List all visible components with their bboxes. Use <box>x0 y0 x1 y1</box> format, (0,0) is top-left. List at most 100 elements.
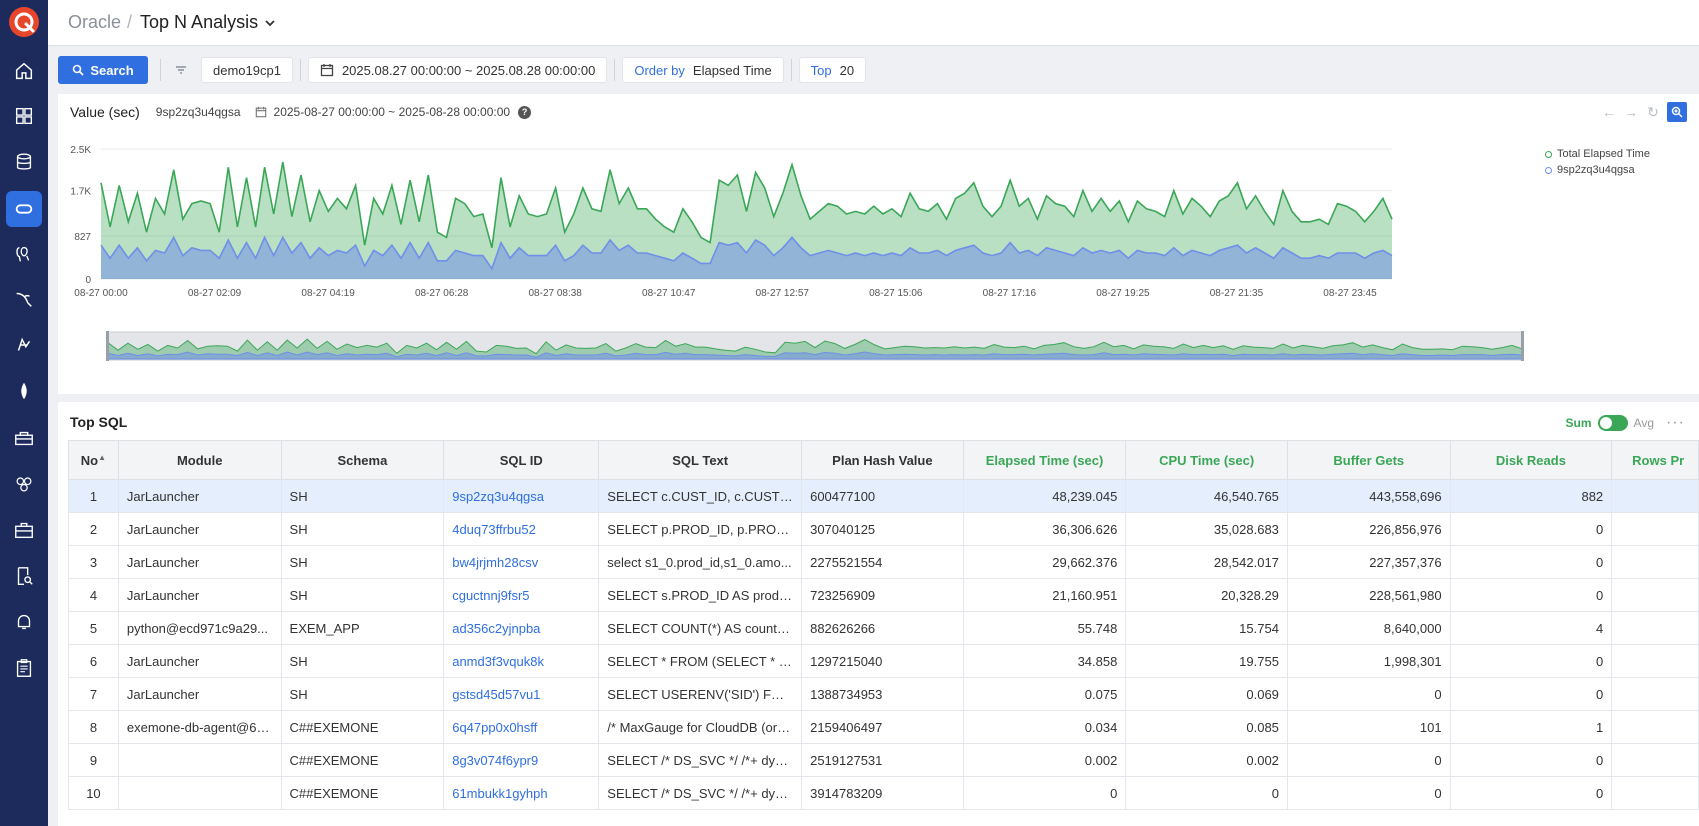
area-chart[interactable]: 0 827 1.7K 2.5K 08-27 00:00 08-27 02:09 08-27 … <box>58 134 1518 314</box>
filter-icon[interactable] <box>173 62 189 78</box>
cpu-time-cell: 20,328.29 <box>1125 578 1288 612</box>
plan-hash-cell: 2275521554 <box>801 545 964 579</box>
column-header-no[interactable]: No▲ <box>68 440 119 480</box>
navigator-left-handle[interactable] <box>106 331 109 361</box>
sidebar-item-toolbox[interactable] <box>6 420 42 456</box>
database-icon <box>16 153 32 170</box>
sidebar-item-dashboard-grid[interactable] <box>6 98 42 134</box>
x-tick-label: 08-27 02:09 <box>188 288 242 299</box>
schema-cell: C##EXEMONE <box>280 743 445 777</box>
sql-id-link[interactable]: cguctnnj9fsr5 <box>443 578 600 612</box>
table-row[interactable]: 1 JarLauncher SH 9sp2zq3u4qgsa SELECT c.CUST… <box>68 479 1699 513</box>
column-header-sql-text[interactable]: SQL Text <box>598 440 803 480</box>
column-header-buffer-gets[interactable]: Buffer Gets <box>1286 440 1451 480</box>
sql-id-link[interactable]: 9sp2zq3u4qgsa <box>443 479 600 513</box>
order-by-selector[interactable]: Order by Elapsed Time <box>622 57 784 83</box>
row-number: 6 <box>68 644 119 678</box>
mongodb-icon <box>21 382 27 400</box>
instance-selector[interactable]: demo19cp1 <box>201 57 293 83</box>
more-icon[interactable]: ··· <box>1666 414 1685 431</box>
sql-id-link[interactable]: 6q47pp0x0hsff <box>443 710 600 744</box>
table-row[interactable]: 2 JarLauncher SH 4duq73ffrbu52 SELECT p.PROD… <box>68 512 1699 546</box>
chevron-down-icon[interactable] <box>264 17 276 29</box>
sidebar-item-database[interactable] <box>6 144 42 180</box>
column-header-elapsed[interactable]: Elapsed Time (sec) <box>962 440 1127 480</box>
table-row[interactable]: 5 python@ecd971c9a29... EXEM_APP ad356c2yjn… <box>68 611 1699 645</box>
sidebar-item-postgres[interactable] <box>6 236 42 272</box>
column-header-sql-id[interactable]: SQL ID <box>443 440 600 480</box>
sql-id-link[interactable]: 4duq73ffrbu52 <box>443 512 600 546</box>
arrow-left-icon[interactable]: ← <box>1602 104 1616 120</box>
sidebar-item-bell[interactable] <box>6 604 42 640</box>
legend-label: Total Elapsed Time <box>1557 148 1650 160</box>
table-row[interactable]: 9 C##EXEMONE 8g3v074f6ypr9 SELECT /* DS_SVC… <box>68 743 1699 777</box>
page-title[interactable]: Top N Analysis <box>140 12 259 32</box>
column-header-module[interactable]: Module <box>117 440 282 480</box>
search-button[interactable]: Search <box>58 56 148 84</box>
range-navigator[interactable] <box>106 331 1524 363</box>
column-header-plan-hash[interactable]: Plan Hash Value <box>801 440 964 480</box>
rows-processed-cell <box>1611 479 1699 513</box>
legend-dot <box>1545 150 1552 158</box>
sql-id-link[interactable]: 61mbukk1gyhph <box>443 776 600 810</box>
legend-item-sql-id[interactable]: 9sp2zq3u4qgsa <box>1545 162 1650 178</box>
arrow-right-icon[interactable]: → <box>1624 104 1638 120</box>
series-line-sql-id[interactable] <box>100 235 1393 271</box>
sum-avg-toggle[interactable] <box>1597 415 1628 431</box>
table-row[interactable]: 7 JarLauncher SH gstsd45d57vu1 SELECT USEREN… <box>68 677 1699 711</box>
y-tick-label: 1.7K <box>70 187 91 198</box>
row-number: 8 <box>68 710 119 744</box>
cpu-time-cell: 15.754 <box>1125 611 1288 645</box>
zoom-icon[interactable] <box>1667 102 1687 122</box>
elapsed-time-cell: 0.034 <box>962 710 1127 744</box>
refresh-icon[interactable]: ↻ <box>1647 103 1659 120</box>
app-logo-icon[interactable] <box>8 6 40 38</box>
sidebar-item-briefcase[interactable] <box>6 512 42 548</box>
column-header-rows-processed[interactable]: Rows Pr <box>1611 440 1699 480</box>
sidebar-item-mysql[interactable] <box>6 281 42 317</box>
navigator-right-handle[interactable] <box>1521 331 1524 361</box>
sql-text-cell: SELECT c.CUST_ID, c.CUST_L... <box>598 479 803 513</box>
sidebar-item-mongodb[interactable] <box>6 373 42 409</box>
help-icon[interactable]: ? <box>518 105 532 119</box>
rows-processed-cell <box>1611 545 1699 579</box>
schema-cell: SH <box>280 545 445 579</box>
sidebar-item-report-search[interactable] <box>6 558 42 594</box>
sql-text-cell: /* MaxGauge for CloudDB (ora... <box>598 710 803 744</box>
report-search-icon <box>17 567 33 585</box>
sidebar-item-clipboard[interactable] <box>6 650 42 686</box>
column-header-disk-reads[interactable]: Disk Reads <box>1449 440 1613 480</box>
elapsed-time-cell: 0 <box>962 776 1127 810</box>
sql-id-link[interactable]: bw4jrjmh28csv <box>443 545 600 579</box>
elapsed-time-cell: 55.748 <box>962 611 1127 645</box>
date-range-picker[interactable]: 2025.08.27 00:00:00 ~ 2025.08.28 00:00:0… <box>307 57 608 83</box>
sidebar-item-sqlserver[interactable] <box>6 327 42 363</box>
legend-item-total-elapsed[interactable]: Total Elapsed Time <box>1545 146 1650 162</box>
sql-id-link[interactable]: gstsd45d57vu1 <box>443 677 600 711</box>
sidebar-item-oracle[interactable] <box>6 191 42 227</box>
sidebar-item-home[interactable] <box>6 53 42 89</box>
buffer-gets-cell: 226,856,976 <box>1286 512 1451 546</box>
top-n-selector[interactable]: Top 20 <box>798 57 867 83</box>
divider <box>160 59 161 81</box>
hexagons-icon <box>16 477 32 492</box>
table-row[interactable]: 4 JarLauncher SH cguctnnj9fsr5 SELECT s.PROD… <box>68 578 1699 612</box>
row-number: 1 <box>68 479 119 513</box>
rows-processed-cell <box>1611 710 1699 744</box>
sql-id-link[interactable]: ad356c2yjnpba <box>443 611 600 645</box>
row-number: 5 <box>68 611 119 645</box>
column-header-schema[interactable]: Schema <box>280 440 445 480</box>
sql-id-link[interactable]: anmd3f3vquk8k <box>443 644 600 678</box>
series-line-total-elapsed[interactable] <box>100 161 1393 249</box>
sidebar-item-hexagons[interactable] <box>6 466 42 502</box>
breadcrumb-root[interactable]: Oracle <box>68 12 122 32</box>
table-row[interactable]: 10 C##EXEMONE 61mbukk1gyhph SELECT /* DS_SV… <box>68 776 1699 810</box>
schema-cell: SH <box>280 512 445 546</box>
avg-label: Avg <box>1633 416 1655 430</box>
table-row[interactable]: 8 exemone-db-agent@63... C##EXEMONE 6q47pp0… <box>68 710 1699 744</box>
column-header-cpu[interactable]: CPU Time (sec) <box>1125 440 1288 480</box>
sql-id-link[interactable]: 8g3v074f6ypr9 <box>443 743 600 777</box>
table-row[interactable]: 6 JarLauncher SH anmd3f3vquk8k SELECT * FROM… <box>68 644 1699 678</box>
buffer-gets-cell: 101 <box>1286 710 1451 744</box>
table-row[interactable]: 3 JarLauncher SH bw4jrjmh28csv select s1_0.p… <box>68 545 1699 579</box>
